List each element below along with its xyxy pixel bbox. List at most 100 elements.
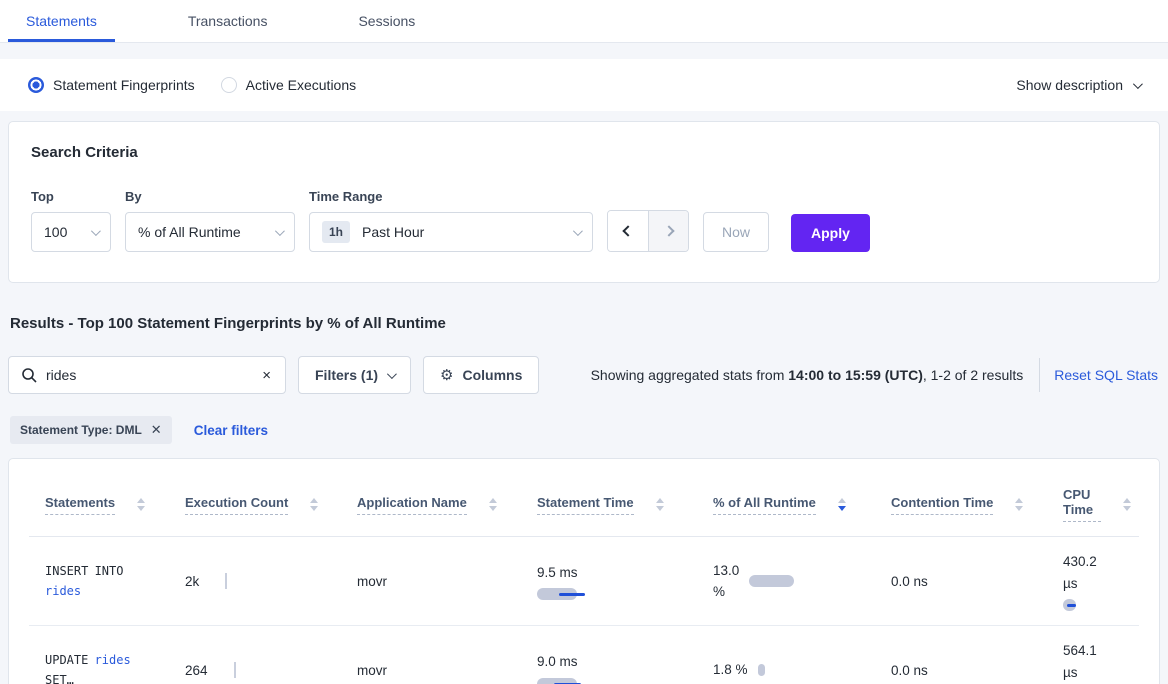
runtime-percent-value: 13.0 %	[713, 562, 740, 600]
chevron-right-icon	[662, 225, 675, 237]
show-description-toggle[interactable]: Show description	[1016, 77, 1143, 93]
clear-search-icon[interactable]: ×	[262, 366, 271, 384]
now-button[interactable]: Now	[703, 212, 770, 252]
results-title: Results - Top 100 Statement Fingerprints…	[10, 315, 446, 332]
table-row: INSERT INTO rides 2k movr 9.5 ms 13.0 %	[29, 536, 1139, 627]
radio-unselected-icon	[220, 77, 237, 93]
column-header-contention-time[interactable]: Contention Time	[891, 495, 994, 515]
time-range-select[interactable]: 1h Past Hour	[309, 212, 593, 252]
runtime-percent-bar	[757, 664, 818, 677]
top-select[interactable]: 100	[31, 212, 111, 252]
sql-text: INSERT INTO	[45, 563, 124, 578]
chevron-down-icon	[90, 225, 101, 236]
cpu-time-value: 430.2 µs	[1063, 554, 1097, 591]
statement-time-value: 9.0 ms	[537, 653, 578, 669]
column-header-statement-time[interactable]: Statement Time	[537, 495, 634, 515]
reset-sql-stats-link[interactable]: Reset SQL Stats	[1054, 367, 1158, 383]
top-field: Top 100	[31, 189, 111, 252]
by-select[interactable]: % of All Runtime	[125, 212, 295, 252]
sql-text: SET…	[45, 673, 74, 684]
top-label: Top	[31, 189, 54, 204]
time-range-label: Time Range	[309, 189, 383, 204]
statement-fingerprint[interactable]: INSERT INTO rides	[45, 561, 147, 602]
column-header-percent-runtime[interactable]: % of All Runtime	[713, 495, 816, 515]
clear-filters-link[interactable]: Clear filters	[193, 422, 268, 438]
sort-icon[interactable]	[655, 498, 664, 511]
remove-filter-icon[interactable]: ✕	[150, 422, 162, 437]
cpu-time-value: 564.1 µs	[1063, 643, 1097, 680]
search-criteria-panel: Search Criteria Top 100 By % of All Runt…	[8, 121, 1160, 283]
tab-sessions[interactable]: Sessions	[358, 13, 416, 29]
cpu-time-bar	[1063, 599, 1123, 612]
statement-link[interactable]: rides	[94, 652, 131, 667]
show-description-label: Show description	[1016, 77, 1123, 93]
filter-chip-statement-type: Statement Type: DML ✕	[10, 416, 172, 444]
tab-transactions[interactable]: Transactions	[187, 13, 268, 29]
statement-fingerprint[interactable]: UPDATE rides SET…	[45, 650, 147, 684]
by-field: By % of All Runtime	[125, 189, 295, 252]
sort-icon-active-desc[interactable]	[837, 498, 846, 511]
column-header-application-name[interactable]: Application Name	[357, 495, 467, 515]
columns-label: Columns	[462, 367, 523, 383]
application-name-value: movr	[357, 662, 387, 678]
page-tabs: Statements Transactions Sessions	[0, 0, 1168, 43]
column-header-statements[interactable]: Statements	[45, 495, 116, 515]
execution-count-value: 2k	[185, 573, 200, 589]
statement-time-value: 9.5 ms	[537, 564, 578, 580]
search-criteria-title: Search Criteria	[31, 144, 138, 161]
search-input[interactable]	[46, 367, 261, 383]
sql-text: UPDATE	[45, 652, 95, 667]
execution-count-bar	[233, 662, 236, 679]
chevron-down-icon	[572, 225, 583, 236]
filters-button[interactable]: Filters (1)	[298, 356, 412, 394]
time-range-value: Past Hour	[362, 224, 425, 240]
active-filters-row: Statement Type: DML ✕ Clear filters	[10, 416, 1158, 444]
column-header-cpu-time[interactable]: CPU Time	[1063, 487, 1101, 522]
execution-count-value: 264	[185, 662, 208, 678]
radio-active-executions[interactable]: Active Executions	[220, 77, 357, 93]
view-toggle-bar: Statement Fingerprints Active Executions…	[0, 59, 1168, 111]
statements-table-card: Statements Execution Count Application N…	[8, 458, 1160, 684]
chevron-left-icon	[622, 225, 634, 237]
statement-link[interactable]: rides	[45, 584, 82, 599]
chevron-down-icon	[274, 225, 285, 236]
previous-time-range-button[interactable]	[608, 211, 648, 251]
divider	[1039, 358, 1041, 392]
time-range-pager	[607, 210, 689, 252]
sort-icon[interactable]	[1123, 498, 1131, 511]
execution-count-bar	[225, 573, 228, 590]
chevron-down-icon	[386, 368, 397, 379]
radio-label: Statement Fingerprints	[53, 77, 195, 93]
tab-statements[interactable]: Statements	[8, 0, 115, 42]
contention-time-value: 0.0 ns	[891, 573, 928, 589]
sort-icon[interactable]	[1015, 498, 1024, 511]
sort-icon[interactable]	[310, 498, 319, 511]
time-range-badge: 1h	[322, 221, 351, 243]
column-header-execution-count[interactable]: Execution Count	[185, 495, 289, 515]
radio-label: Active Executions	[245, 77, 357, 93]
sort-icon[interactable]	[488, 498, 497, 511]
table-row: UPDATE rides SET… 264 movr 9.0 ms 1.8 %	[29, 625, 1139, 684]
top-select-value: 100	[44, 224, 68, 240]
radio-statement-fingerprints[interactable]: Statement Fingerprints	[28, 77, 195, 93]
sort-icon[interactable]	[137, 498, 146, 511]
application-name-value: movr	[357, 573, 387, 589]
next-time-range-button[interactable]	[648, 211, 688, 251]
stats-range: 14:00 to 15:59 (UTC)	[788, 367, 923, 383]
statement-time-bar	[537, 588, 597, 601]
runtime-percent-value: 1.8 %	[713, 662, 748, 678]
radio-selected-icon	[28, 77, 44, 93]
time-range-field: Time Range 1h Past Hour	[309, 189, 593, 252]
table-header-row: Statements Execution Count Application N…	[29, 465, 1139, 537]
runtime-percent-bar	[749, 575, 809, 588]
stats-summary: Showing aggregated stats from 14:00 to 1…	[591, 367, 1024, 383]
by-select-value: % of All Runtime	[138, 224, 241, 240]
gear-icon: ⚙	[440, 366, 454, 384]
apply-button[interactable]: Apply	[791, 214, 870, 252]
contention-time-value: 0.0 ns	[891, 662, 928, 678]
filters-label: Filters (1)	[315, 367, 379, 383]
results-controls: × Filters (1) ⚙ Columns Showing aggregat…	[8, 356, 1160, 394]
columns-button[interactable]: ⚙ Columns	[423, 356, 540, 394]
by-label: By	[125, 189, 142, 204]
stats-suffix: , 1-2 of 2 results	[922, 367, 1024, 383]
